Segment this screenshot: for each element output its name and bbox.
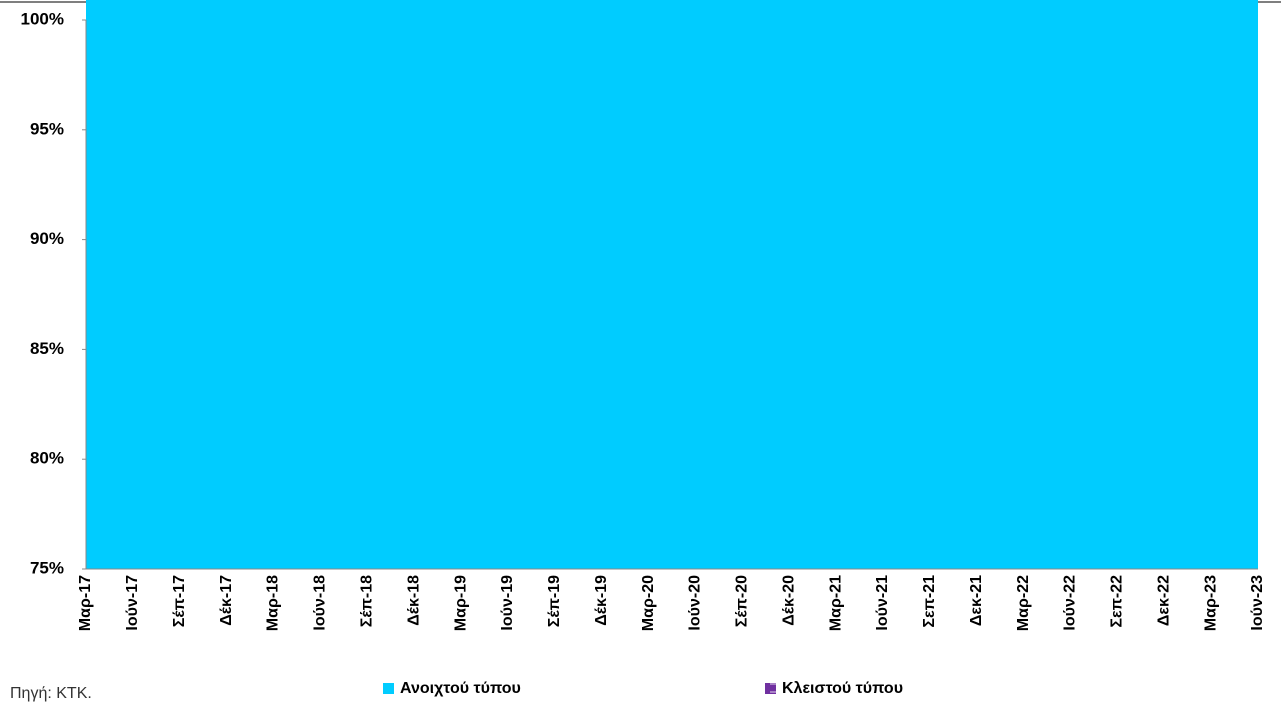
legend-label: Κλειστού τύπου xyxy=(782,680,903,697)
legend-swatch xyxy=(765,683,776,694)
y-tick-label: 75% xyxy=(30,558,64,577)
x-tick-label: Μαρ-19 xyxy=(452,575,469,631)
x-tick-label: Δέκ-17 xyxy=(218,575,235,626)
x-tick-label: Σέπ-17 xyxy=(171,575,188,627)
x-tick-label: Δεκ-22 xyxy=(1155,575,1172,626)
y-tick-label: 80% xyxy=(30,449,64,468)
x-tick-label: Μαρ-22 xyxy=(1015,575,1032,631)
source: Πηγή: ΚΤΚ. xyxy=(10,685,92,702)
x-tick-label: Σεπ-21 xyxy=(921,575,938,628)
x-tick-label: Δέκ-19 xyxy=(593,575,610,626)
legend-label: Ανοιχτού τύπου xyxy=(400,680,521,697)
x-tick-label: Σέπ-18 xyxy=(358,575,375,627)
x-tick-label: Δέκ-18 xyxy=(405,575,422,626)
x-tick-label: Ιούν-22 xyxy=(1062,575,1079,631)
x-tick-label: Δέκ-20 xyxy=(780,575,797,626)
y-tick-label: 85% xyxy=(30,339,64,358)
x-tick-label: Ιούν-17 xyxy=(124,575,141,631)
x-tick-label: Ιούν-21 xyxy=(874,575,891,631)
x-tick-label: Μαρ-18 xyxy=(265,575,282,631)
x-tick-label: Μαρ-21 xyxy=(827,575,844,631)
x-tick-label: Μαρ-17 xyxy=(77,575,94,631)
y-tick-label: 95% xyxy=(30,119,64,138)
x-tick-label: Σεπ-22 xyxy=(1109,575,1126,628)
x-tick-label: Ιούν-23 xyxy=(1249,575,1266,631)
x-tick-label: Δεκ-21 xyxy=(968,575,985,626)
x-tick-label: Ιούν-19 xyxy=(499,575,516,631)
x-tick-label: Μαρ-23 xyxy=(1202,575,1219,631)
x-tick-label: Ιούν-18 xyxy=(312,575,329,631)
legend-swatch xyxy=(383,683,394,694)
x-tick-label: Σέπ-19 xyxy=(546,575,563,627)
x-tick-label: Ιούν-20 xyxy=(687,575,704,631)
x-tick-label: Σέπ-20 xyxy=(734,575,751,627)
x-tick-label: Μαρ-20 xyxy=(640,575,657,631)
y-tick-label: 90% xyxy=(30,229,64,248)
area xyxy=(86,0,1258,569)
y-tick-label: 100% xyxy=(21,9,64,28)
